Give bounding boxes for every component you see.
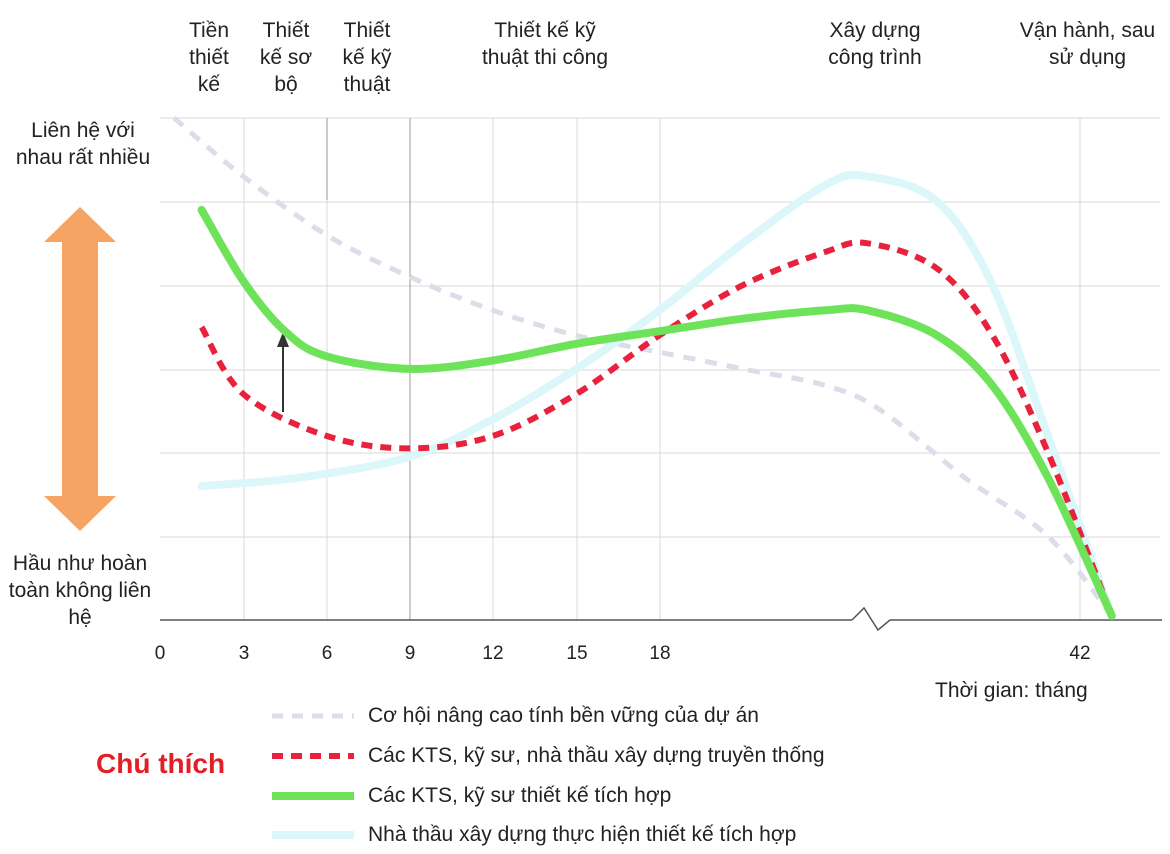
x-axis-title: Thời gian: tháng bbox=[935, 679, 1088, 702]
series-layer bbox=[172, 115, 1116, 620]
axis-break bbox=[851, 606, 891, 632]
legend-label: Các KTS, kỹ sư thiết kế tích hợp bbox=[368, 784, 672, 807]
legend-label: Cơ hội nâng cao tính bền vững của dự án bbox=[368, 704, 759, 727]
x-tick-label: 9 bbox=[404, 643, 416, 664]
legend-label: Nhà thầu xây dựng thực hiện thiết kế tíc… bbox=[368, 823, 797, 846]
up-arrow-icon bbox=[277, 332, 289, 412]
x-tick-label: 15 bbox=[566, 643, 588, 664]
phase-label-construction-drawings: Thiết kế kỹ thuật thi công bbox=[481, 19, 609, 69]
series-integrated-design-team bbox=[197, 205, 1116, 620]
double-arrow-icon bbox=[44, 207, 116, 531]
phase-label-construction: Xây dựng công trình bbox=[828, 19, 922, 69]
x-tick-label: 3 bbox=[238, 643, 250, 664]
x-axis bbox=[160, 606, 1162, 632]
x-tick-label: 6 bbox=[321, 643, 333, 664]
series-integrated-contractor bbox=[197, 170, 1116, 620]
x-tick-label: 12 bbox=[482, 643, 504, 664]
legend-label: Các KTS, kỹ sư, nhà thầu xây dựng truyền… bbox=[368, 744, 825, 767]
series-traditional-team bbox=[199, 239, 1115, 617]
grid bbox=[160, 117, 1160, 620]
phase-label-schematic-design: Thiết kế sơ bộ bbox=[259, 19, 313, 96]
legend-title: Chú thích bbox=[96, 748, 226, 779]
x-tick-label: 18 bbox=[649, 643, 671, 664]
phase-label-operation: Vận hành, sau sử dụng bbox=[1019, 19, 1156, 69]
y-label-bottom: Hầu như hoàn toàn không liên hệ bbox=[8, 552, 152, 629]
legend bbox=[272, 713, 354, 839]
phase-label-pre-design: Tiền thiết kế bbox=[188, 19, 230, 96]
x-tick-label: 42 bbox=[1069, 643, 1091, 664]
y-label-top: Liên hệ với nhau rất nhiều bbox=[15, 119, 151, 169]
series-sustainability-opportunity bbox=[172, 115, 1114, 618]
x-tick-label: 0 bbox=[154, 643, 166, 664]
phase-label-technical-design: Thiết kế kỹ thuật bbox=[342, 19, 392, 96]
